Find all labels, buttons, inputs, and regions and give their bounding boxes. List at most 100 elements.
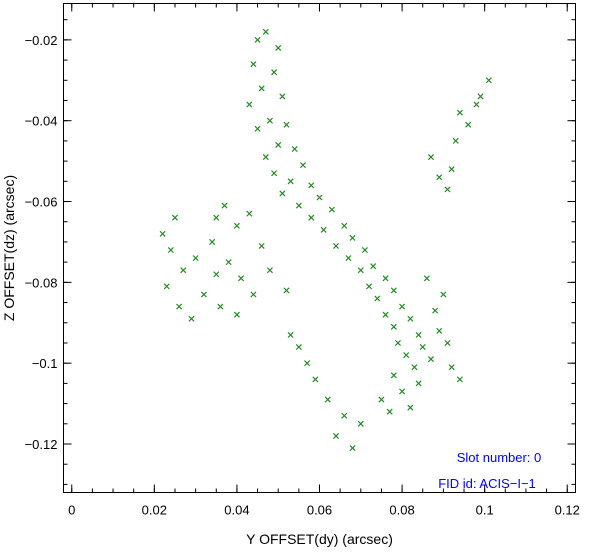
data-point <box>378 396 385 403</box>
data-point <box>399 388 406 395</box>
data-point <box>233 311 240 318</box>
data-point <box>403 352 410 359</box>
data-point <box>250 61 257 68</box>
data-point <box>399 303 406 310</box>
data-point <box>250 291 257 298</box>
data-point <box>436 174 443 181</box>
y-tick-label: −0.1 <box>32 356 58 371</box>
data-point <box>279 93 286 100</box>
data-point <box>213 214 220 221</box>
data-point <box>411 364 418 371</box>
data-point <box>407 404 414 411</box>
data-point <box>299 162 307 169</box>
y-tick-label: −0.04 <box>25 114 58 129</box>
data-point <box>415 331 422 338</box>
data-point <box>238 275 245 282</box>
data-point <box>304 360 311 367</box>
data-point <box>456 376 463 383</box>
data-point <box>370 263 377 270</box>
data-point <box>440 291 447 298</box>
data-point <box>159 230 166 237</box>
data-point <box>444 339 451 346</box>
data-point <box>473 101 480 108</box>
data-point <box>357 420 364 427</box>
data-point <box>456 109 463 116</box>
slot-number-annotation: Slot number: 0 <box>457 450 542 465</box>
data-point <box>192 255 199 262</box>
x-tick-label: 0.12 <box>555 503 580 518</box>
data-point <box>225 259 232 266</box>
data-point <box>332 432 340 439</box>
data-point <box>200 291 207 298</box>
y-tick-label: −0.02 <box>25 33 58 48</box>
data-point <box>275 141 282 148</box>
y-tick-label: −0.06 <box>25 195 58 210</box>
data-point <box>357 267 364 274</box>
data-point <box>448 166 455 173</box>
data-point <box>419 343 426 351</box>
data-point <box>407 315 414 322</box>
axis-ticks <box>63 3 576 493</box>
data-point <box>448 364 455 371</box>
fid-id-annotation: FID id: ACIS−I−1 <box>438 476 536 491</box>
data-point <box>308 214 315 221</box>
data-point <box>180 267 187 274</box>
x-axis-label: Y OFFSET(dy) (arcsec) <box>246 531 393 547</box>
data-point <box>366 283 373 290</box>
data-point <box>324 396 331 403</box>
x-tick-label: 0.06 <box>307 503 332 518</box>
data-point <box>390 372 397 379</box>
x-tick-label: 0 <box>68 503 75 518</box>
data-point <box>390 323 397 330</box>
data-point <box>345 255 352 262</box>
data-point <box>258 242 265 250</box>
data-point <box>485 77 492 84</box>
data-point <box>295 202 302 209</box>
data-point <box>415 380 422 387</box>
data-point <box>262 28 269 35</box>
data-point <box>423 275 430 282</box>
data-point <box>349 234 356 241</box>
data-point <box>266 117 273 124</box>
data-point <box>316 194 323 201</box>
x-tick-labels: 0 0.02 0.04 0.06 0.08 0.1 0.12 <box>68 503 580 518</box>
plot-frame <box>63 3 576 493</box>
data-point <box>291 145 298 153</box>
data-point <box>427 154 435 161</box>
data-point <box>246 101 253 108</box>
x-tick-label: 0.02 <box>142 503 167 518</box>
data-point <box>374 295 381 302</box>
data-point <box>427 356 435 363</box>
data-point <box>436 327 443 334</box>
data-point <box>283 287 290 294</box>
data-point <box>432 307 439 314</box>
data-point <box>452 137 459 144</box>
y-tick-label: −0.12 <box>25 437 58 452</box>
data-point <box>167 246 174 254</box>
data-point <box>254 36 261 43</box>
data-point <box>254 125 261 132</box>
data-point <box>341 222 348 229</box>
data-point <box>271 170 278 177</box>
data-point <box>465 121 472 128</box>
data-point <box>275 44 282 51</box>
data-point <box>287 331 294 338</box>
data-point <box>213 271 220 278</box>
data-point <box>295 343 302 351</box>
data-point <box>262 154 269 161</box>
x-tick-label: 0.08 <box>389 503 414 518</box>
data-point <box>444 186 451 193</box>
y-tick-label: −0.08 <box>25 275 58 290</box>
data-point <box>332 242 340 250</box>
data-point <box>361 246 368 254</box>
data-point <box>217 303 224 310</box>
x-tick-label: 0.04 <box>224 503 249 518</box>
data-point <box>283 121 290 128</box>
y-tick-labels: −0.02 −0.04 −0.06 −0.08 −0.1 −0.12 <box>25 33 58 452</box>
data-point <box>209 238 216 245</box>
data-point <box>477 93 484 100</box>
data-point <box>390 287 397 294</box>
data-point <box>382 275 389 282</box>
data-point <box>188 315 195 322</box>
